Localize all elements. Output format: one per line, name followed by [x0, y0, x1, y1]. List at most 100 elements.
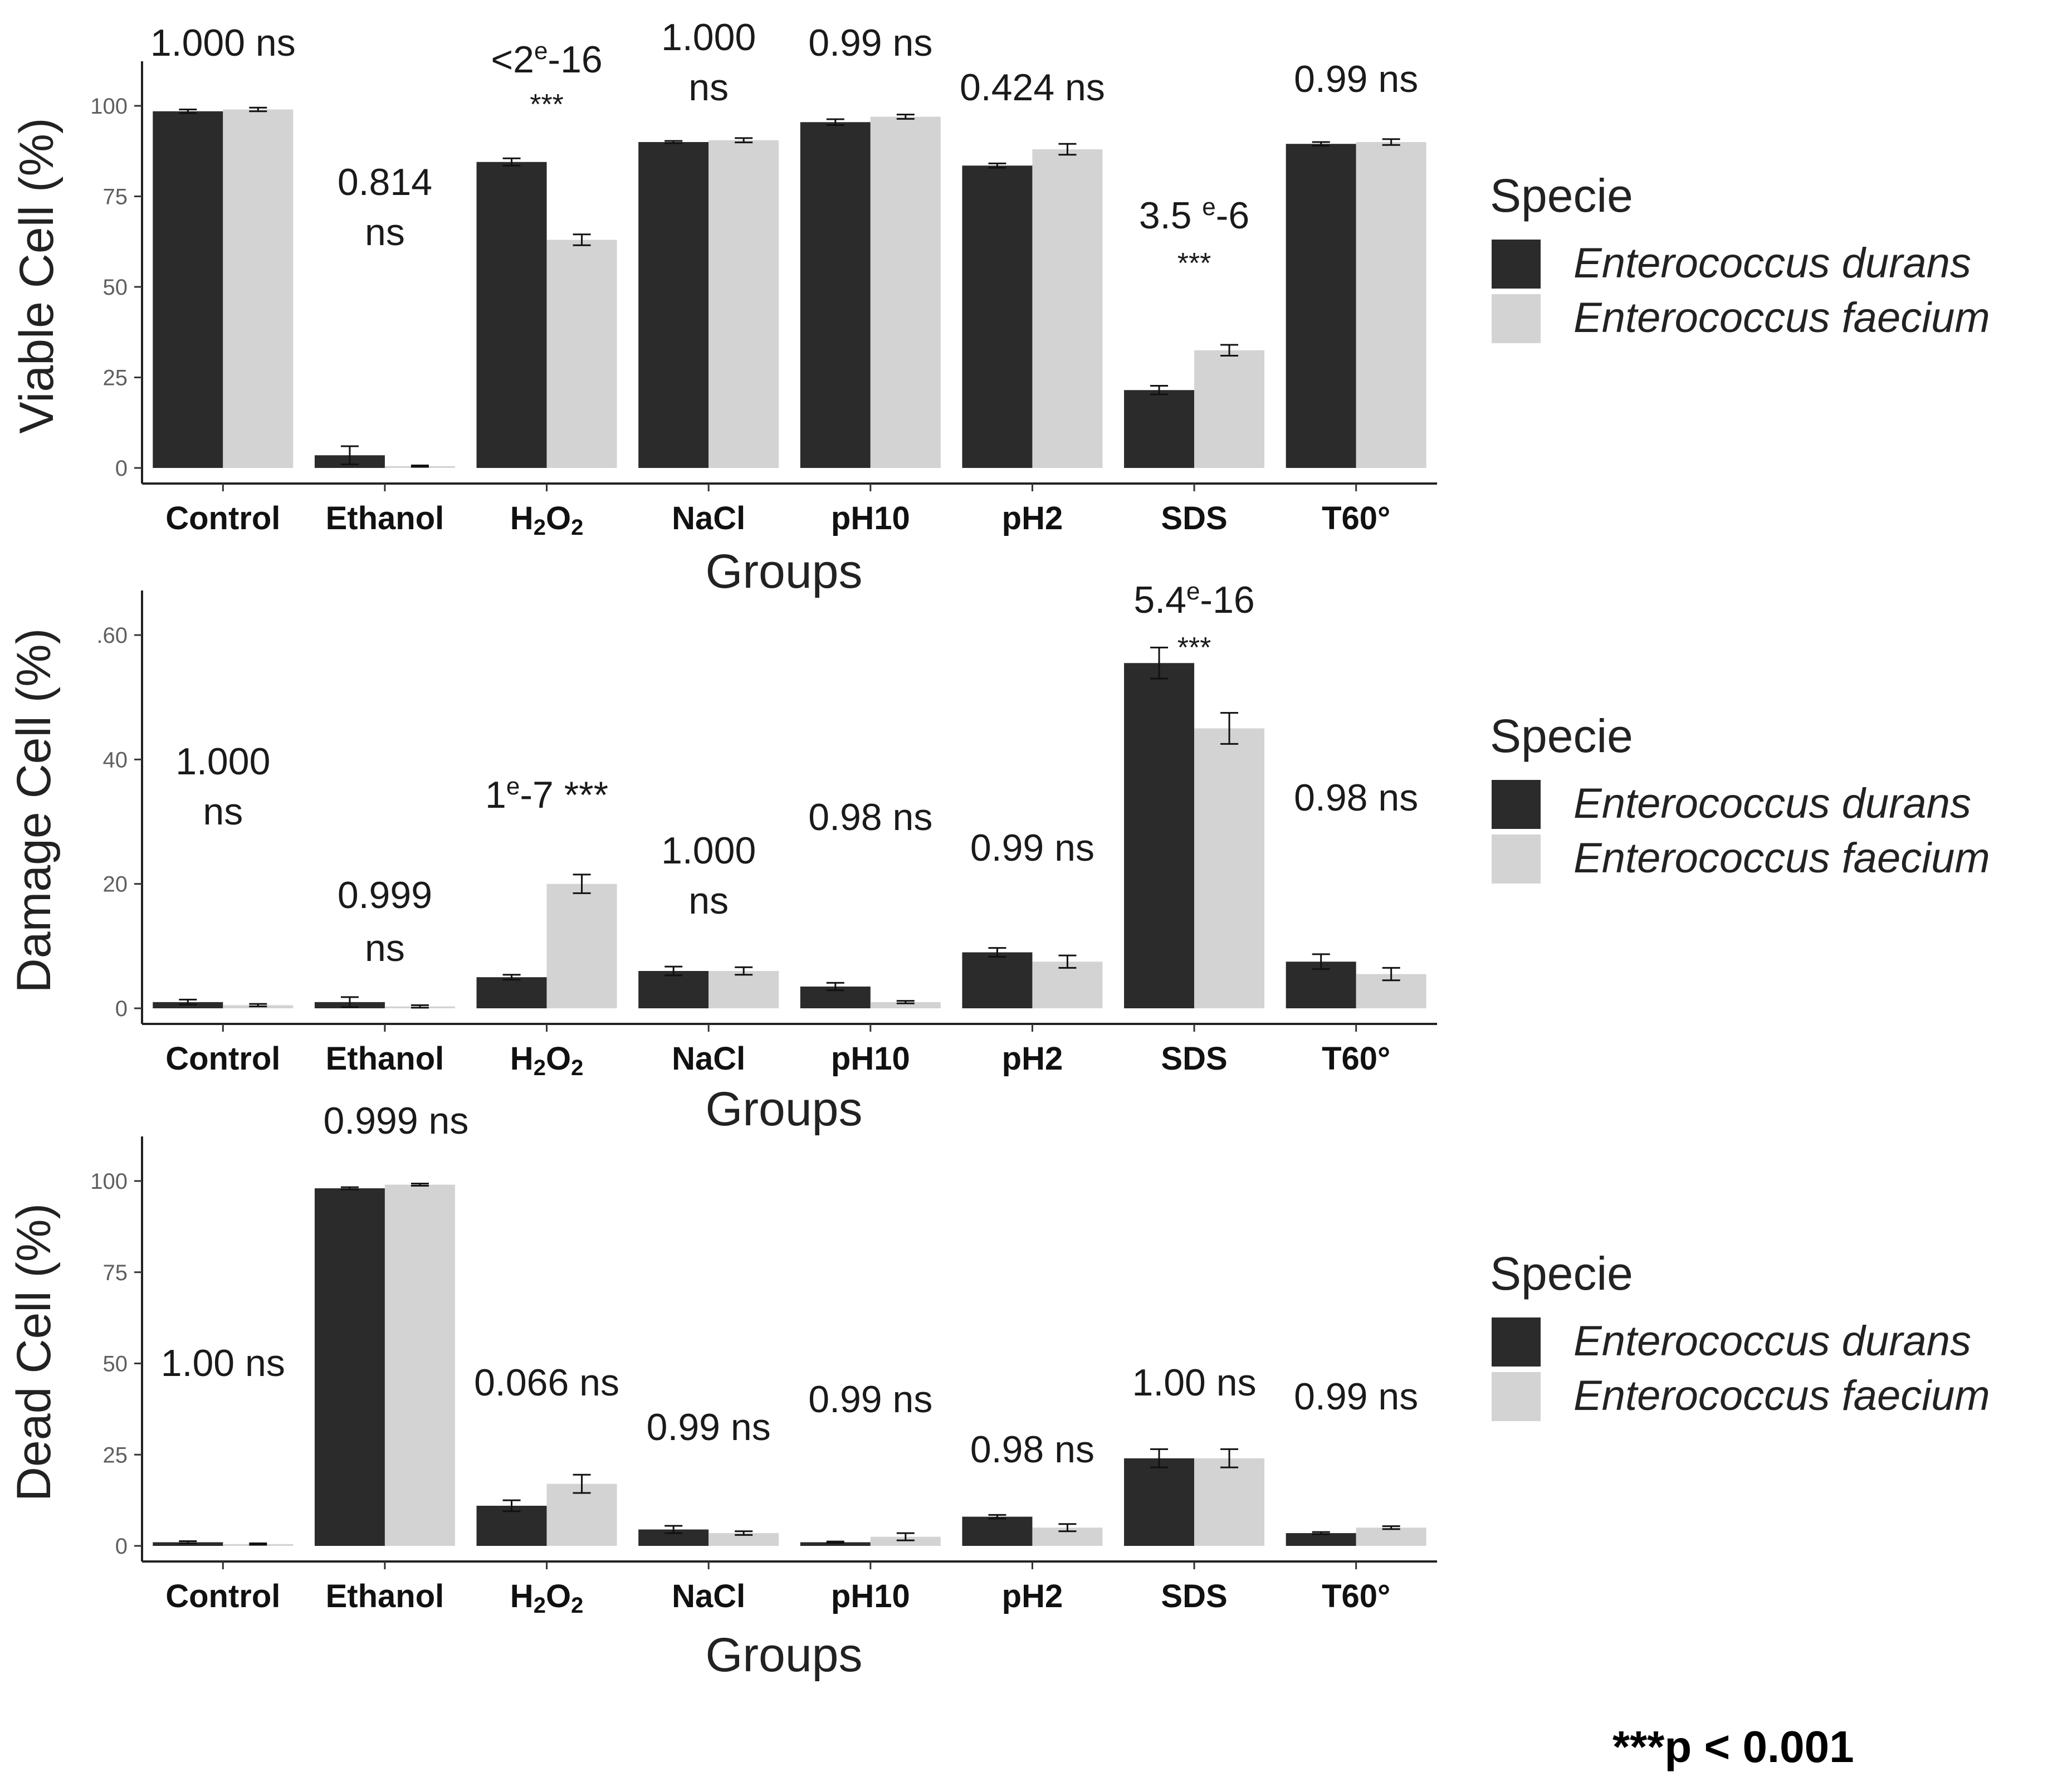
legend-title: Specie — [1490, 169, 1633, 222]
bar — [1124, 390, 1195, 468]
significance-marker: *** — [530, 89, 564, 121]
significance-label: 0.98 ns — [1294, 777, 1418, 819]
significance-label: 1.000 — [661, 829, 756, 872]
legend-swatch — [1492, 1372, 1541, 1421]
legend-label: Enterococcus durans — [1573, 240, 1971, 287]
significance-marker: *** — [1177, 632, 1211, 664]
y-axis-title: Damage Cell (%) — [7, 628, 61, 993]
bar — [476, 1505, 547, 1546]
y-tick-label: 50 — [103, 1352, 128, 1377]
legend-label: Enterococcus faecium — [1573, 1372, 1990, 1419]
panel-3: 0 25 50 75 100 Dead Cell (%) Control 1.00 ns Eth… — [7, 1100, 1990, 1682]
y-tick-label: 0 — [115, 997, 128, 1021]
x-tick-label: NaCl — [672, 500, 745, 536]
significance-label: 0.99 ns — [808, 22, 932, 64]
bar — [1356, 142, 1426, 468]
significance-marker: ns — [203, 790, 243, 833]
bar — [708, 140, 779, 468]
significance-label: 0.99 ns — [1294, 1375, 1418, 1418]
x-tick-label: NaCl — [672, 1041, 745, 1077]
x-tick-label: SDS — [1161, 1041, 1227, 1077]
legend-label: Enterococcus faecium — [1573, 294, 1990, 341]
bar — [476, 977, 547, 1008]
significance-marker: ns — [365, 927, 405, 969]
significance-label: 0.999 ns — [323, 1100, 468, 1142]
significance-label: 3.5 e-6 — [1139, 193, 1249, 237]
significance-label: 0.424 ns — [960, 66, 1105, 109]
significance-label: 0.99 ns — [647, 1406, 771, 1448]
bar — [1286, 1533, 1356, 1546]
y-tick-label: 50 — [103, 275, 128, 300]
y-tick-label: 20 — [103, 872, 128, 897]
significance-label: 0.066 ns — [474, 1361, 619, 1404]
bar — [800, 122, 871, 468]
significance-marker: ns — [688, 66, 729, 109]
x-tick-label: pH2 — [1002, 500, 1063, 536]
x-tick-label: Control — [165, 1041, 280, 1077]
significance-label: 1.00 ns — [1132, 1361, 1257, 1404]
x-tick-label: Ethanol — [326, 1041, 444, 1077]
x-tick-label: T60° — [1322, 1041, 1390, 1077]
legend: Specie Enterococcus durans Enterococcus fa… — [1490, 169, 1990, 343]
y-tick-label: 75 — [103, 185, 128, 209]
bar — [384, 1184, 455, 1546]
bar — [223, 109, 294, 468]
legend-label: Enterococcus durans — [1573, 780, 1971, 827]
y-tick-label: 100 — [90, 1169, 128, 1194]
panel-2: 0 20 40 .60 Damage Cell (%) Control 1.000 ns Eth… — [7, 578, 1990, 1136]
significance-label: 1.00 ns — [161, 1342, 285, 1384]
y-tick-label: 25 — [103, 1443, 128, 1467]
bar — [638, 971, 709, 1008]
significance-label: 0.99 ns — [808, 1378, 932, 1421]
bar — [314, 1188, 385, 1546]
legend-label: Enterococcus durans — [1573, 1317, 1971, 1365]
x-tick-label: SDS — [1161, 1578, 1227, 1614]
y-axis-title: Dead Cell (%) — [7, 1203, 61, 1501]
bar — [546, 240, 617, 468]
bar — [870, 116, 941, 468]
legend-label: Enterococcus faecium — [1573, 835, 1990, 882]
x-tick-label: SDS — [1161, 500, 1227, 536]
significance-footnote: ***p < 0.001 — [1612, 1722, 1854, 1772]
panel-1: 0 25 50 75 100 Viable Cell (%) Control 1.000 ns… — [10, 16, 1990, 598]
legend-swatch — [1492, 240, 1541, 289]
bar — [1194, 1458, 1265, 1546]
bar — [962, 1516, 1033, 1546]
x-tick-label: pH10 — [831, 1578, 910, 1614]
bar — [962, 952, 1033, 1008]
x-tick-label: H2O2 — [510, 500, 584, 540]
legend-swatch — [1492, 780, 1541, 829]
x-axis-title: Groups — [705, 545, 862, 598]
bar — [638, 142, 709, 468]
legend-swatch — [1492, 835, 1541, 884]
bar — [546, 884, 617, 1008]
legend-swatch — [1492, 1317, 1541, 1367]
x-tick-label: pH2 — [1002, 1041, 1063, 1077]
legend: Specie Enterococcus durans Enterococcus fa… — [1490, 710, 1990, 884]
bar — [1124, 1458, 1195, 1546]
legend-title: Specie — [1490, 1247, 1633, 1300]
bar — [1286, 144, 1356, 468]
bar — [476, 162, 547, 468]
bar — [1032, 149, 1103, 468]
x-tick-label: H2O2 — [510, 1578, 584, 1618]
significance-label: 0.999 — [338, 874, 432, 916]
legend-title: Specie — [1490, 710, 1633, 762]
bar — [153, 111, 223, 468]
bar — [870, 1536, 941, 1546]
x-tick-label: T60° — [1322, 500, 1390, 536]
x-tick-label: pH10 — [831, 1041, 910, 1077]
bar — [800, 1542, 871, 1546]
y-tick-label: 0 — [115, 1534, 128, 1559]
significance-label: 0.98 ns — [808, 796, 932, 838]
x-tick-label: H2O2 — [510, 1041, 584, 1080]
significance-label: 0.98 ns — [970, 1428, 1094, 1471]
significance-label: 0.99 ns — [970, 827, 1094, 869]
significance-label: 1.000 ns — [150, 22, 296, 64]
x-tick-label: Ethanol — [326, 1578, 444, 1614]
x-tick-label: Control — [165, 500, 280, 536]
y-axis-title: Viable Cell (%) — [10, 118, 63, 433]
bar — [708, 1533, 779, 1546]
bar — [1194, 728, 1265, 1008]
bar — [1032, 962, 1103, 1008]
